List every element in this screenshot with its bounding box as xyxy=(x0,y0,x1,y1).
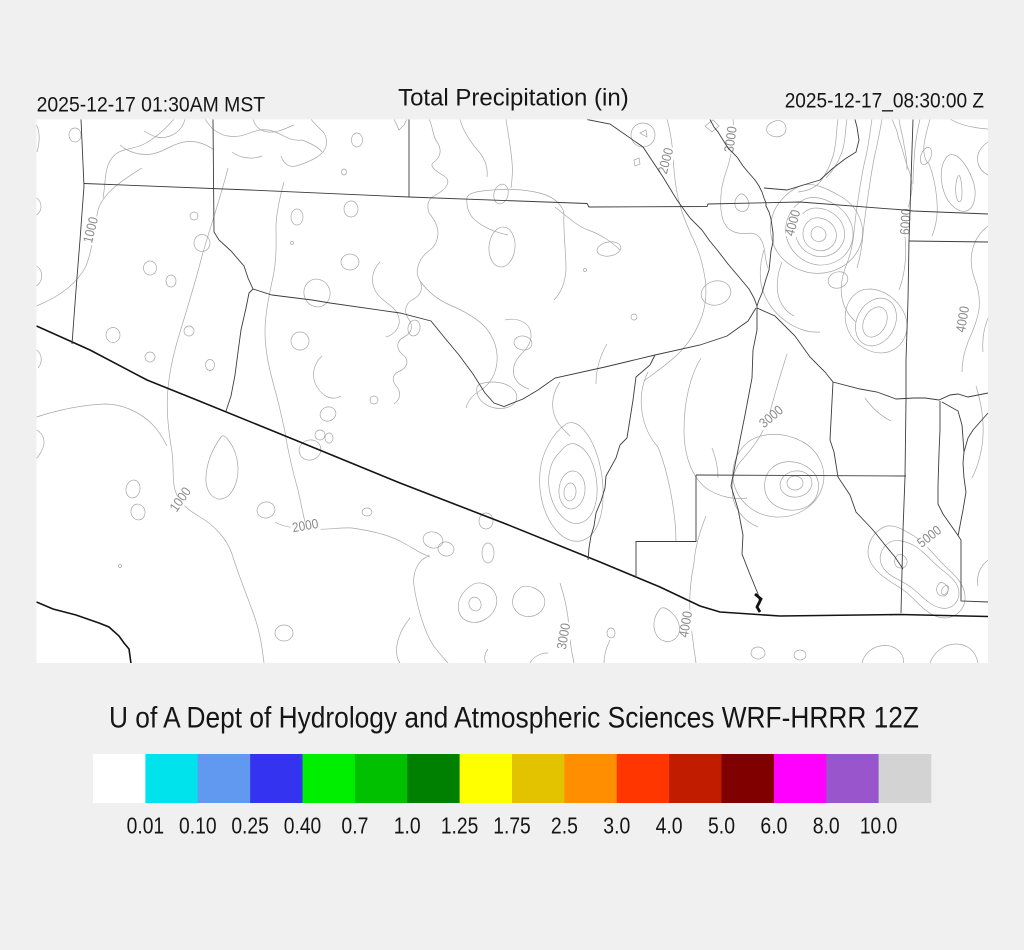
svg-text:1000: 1000 xyxy=(80,215,101,244)
svg-text:2025-12-17_08:30:00 Z: 2025-12-17_08:30:00 Z xyxy=(785,89,984,113)
svg-text:1.0: 1.0 xyxy=(394,812,421,838)
svg-text:3000: 3000 xyxy=(721,125,740,153)
svg-text:10.0: 10.0 xyxy=(860,812,898,838)
svg-text:0.40: 0.40 xyxy=(284,812,322,838)
svg-text:6.0: 6.0 xyxy=(760,812,787,838)
svg-text:2000: 2000 xyxy=(291,516,320,535)
svg-text:5.0: 5.0 xyxy=(708,812,735,838)
svg-text:6000: 6000 xyxy=(897,208,913,235)
svg-text:1.75: 1.75 xyxy=(493,812,531,838)
svg-text:3000: 3000 xyxy=(554,622,573,651)
svg-text:3.0: 3.0 xyxy=(603,812,630,838)
svg-text:2025-12-17 01:30AM MST: 2025-12-17 01:30AM MST xyxy=(37,92,266,116)
svg-text:0.25: 0.25 xyxy=(231,812,269,838)
svg-text:4000: 4000 xyxy=(676,610,695,639)
svg-text:0.7: 0.7 xyxy=(341,812,368,838)
svg-text:1.25: 1.25 xyxy=(441,812,479,838)
svg-text:U of A Dept of Hydrology and A: U of A Dept of Hydrology and Atmospheric… xyxy=(109,702,919,735)
svg-text:8.0: 8.0 xyxy=(813,812,840,838)
svg-text:0.10: 0.10 xyxy=(179,812,217,838)
svg-text:0.01: 0.01 xyxy=(127,812,165,838)
svg-text:4000: 4000 xyxy=(782,208,803,237)
svg-text:Total Precipitation (in): Total Precipitation (in) xyxy=(398,84,629,111)
svg-text:2.5: 2.5 xyxy=(551,812,578,838)
svg-text:2000: 2000 xyxy=(655,146,676,175)
svg-text:4000: 4000 xyxy=(953,305,972,334)
svg-text:4.0: 4.0 xyxy=(656,812,683,838)
